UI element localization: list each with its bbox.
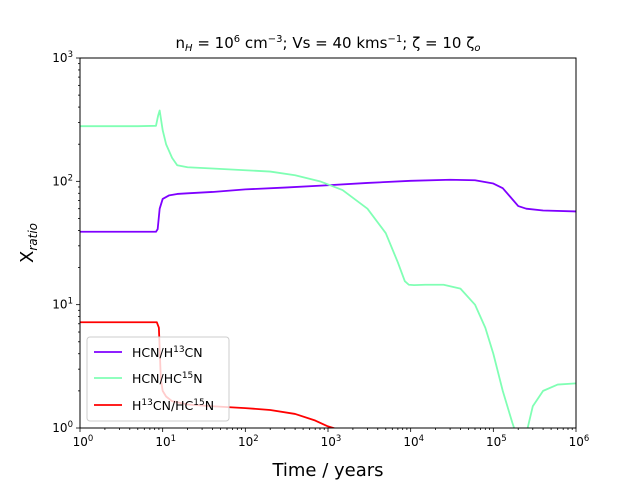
legend-box xyxy=(86,336,230,422)
x-tick-label-3: 103 xyxy=(321,434,342,449)
legend-label-hcn-hc15n: HCN/HC15N xyxy=(132,371,203,386)
chart-title: nH = 106 cm−3; Vs = 40 kms−1; ζ = 10 ζo xyxy=(176,34,481,54)
x-tick-label-5: 105 xyxy=(486,434,507,449)
x-tick-label-4: 104 xyxy=(403,434,424,449)
x-tick-label-2: 102 xyxy=(238,434,259,449)
y-axis-label: Xratio xyxy=(17,223,40,263)
legend: HCN/H13CN HCN/HC15N H13CN/HC15N xyxy=(86,336,230,422)
title-vs-exp: −1 xyxy=(388,34,403,45)
legend-label-hcn-h13cn: HCN/H13CN xyxy=(132,345,203,360)
legend-label-h13cn-hc15n: H13CN/HC15N xyxy=(132,398,214,413)
y-tick-label-0: 100 xyxy=(52,420,73,435)
title-nh-unit: cm xyxy=(240,34,268,52)
title-nh-sub: H xyxy=(185,43,193,54)
x-tick-label-0: 100 xyxy=(73,434,94,449)
series-line-0 xyxy=(80,178,576,233)
x-tick-label-6: 106 xyxy=(569,434,590,449)
x-tick-label-1: 101 xyxy=(155,434,176,449)
y-axis-label-main: X xyxy=(17,251,38,263)
title-zeta-sub: o xyxy=(474,43,480,54)
series-line-1 xyxy=(80,109,576,428)
y-tick-label-1: 101 xyxy=(52,297,73,312)
title-zeta: ; ζ = 10 ζ xyxy=(402,34,474,52)
title-nh-unit-exp: −3 xyxy=(268,34,283,45)
y-tick-label-3: 103 xyxy=(52,50,73,65)
title-nh: n xyxy=(176,34,186,52)
y-axis-label-sub: ratio xyxy=(26,223,40,251)
y-tick-label-2: 102 xyxy=(52,173,73,188)
x-axis-label: Time / years xyxy=(271,460,383,480)
title-vs: ; Vs = 40 kms xyxy=(283,34,388,52)
tick-layer: 100 101 102 103 104 105 106 100 101 102 103 xyxy=(52,50,589,449)
title-nh-exp: 6 xyxy=(234,34,240,45)
title-nh-eq: = 10 xyxy=(193,34,234,52)
